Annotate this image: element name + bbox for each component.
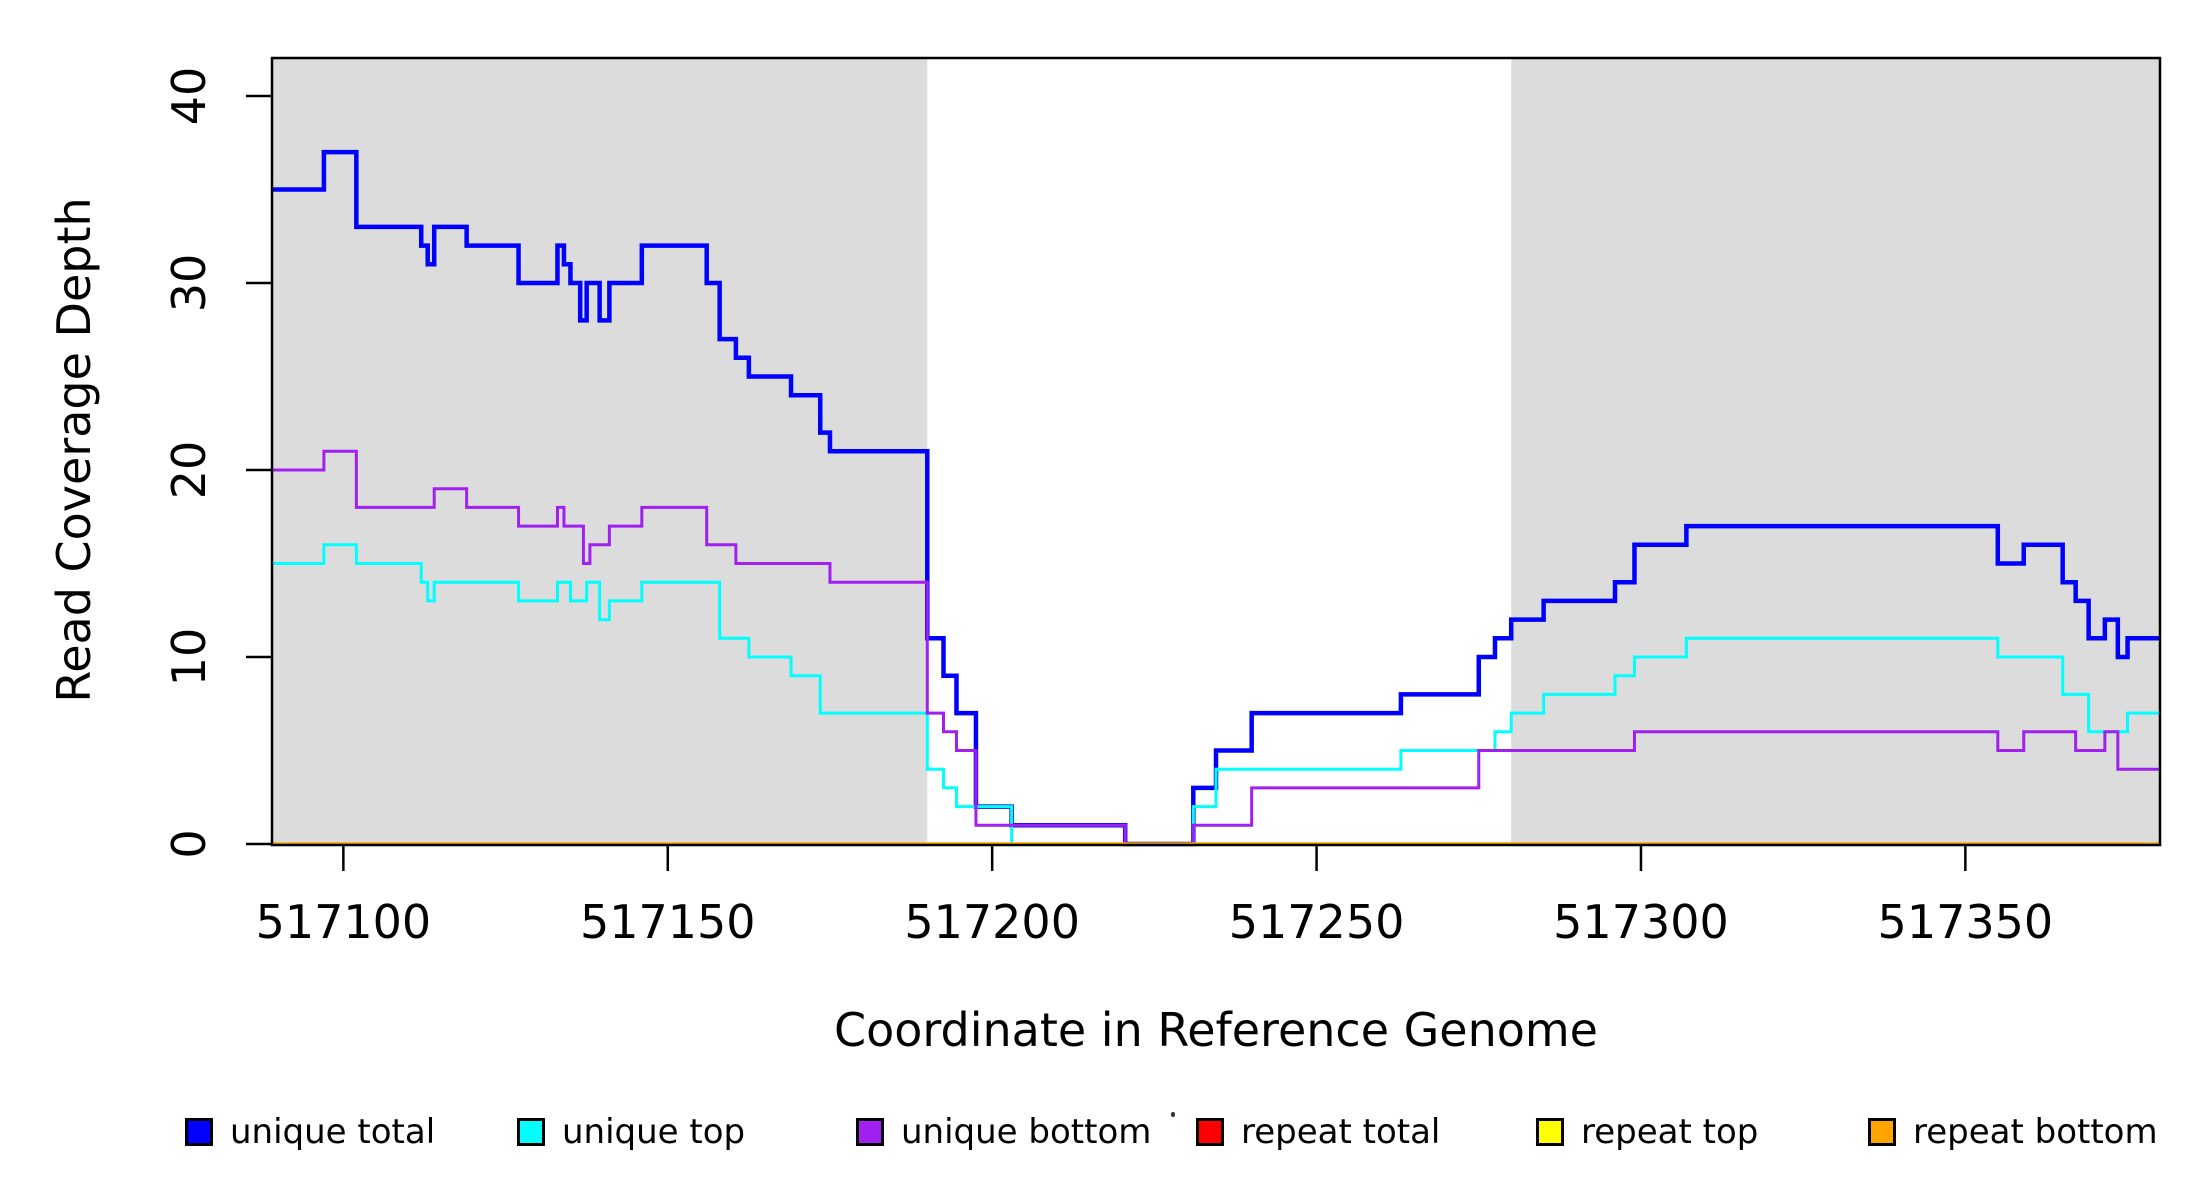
y-tick-label: 0 [162, 829, 216, 858]
legend-item-repeat-bottom: repeat bottom [1868, 1112, 2158, 1152]
legend-swatch-repeat-top [1536, 1118, 1564, 1146]
legend-swatch-repeat-bottom [1868, 1118, 1896, 1146]
stray-dot-artifact [1171, 1112, 1175, 1117]
legend-swatch-unique-total [185, 1118, 213, 1146]
legend-item-unique-total: unique total [185, 1112, 435, 1152]
x-tick-label: 517350 [1878, 895, 2054, 949]
x-tick-label: 517200 [904, 895, 1080, 949]
x-tick-label: 517100 [256, 895, 432, 949]
shaded-region [1511, 58, 2160, 845]
legend-swatch-unique-top [517, 1118, 545, 1146]
series-unique-top [272, 543, 2160, 846]
x-tick-label: 517300 [1553, 895, 1729, 949]
legend-item-repeat-total: repeat total [1196, 1112, 1440, 1152]
x-tick-label: 517250 [1229, 895, 1405, 949]
series-unique-total [272, 149, 2160, 847]
legend-item-unique-top: unique top [517, 1112, 745, 1152]
legend-label: unique total [230, 1112, 436, 1152]
x-tick-label: 517150 [580, 895, 756, 949]
y-tick-label: 20 [162, 441, 216, 500]
series-unique-bottom [272, 449, 2160, 846]
y-axis-title: Read Coverage Depth [47, 197, 101, 703]
legend-label: repeat bottom [1913, 1112, 2158, 1152]
legend-label: repeat top [1581, 1112, 1759, 1152]
legend-label: unique top [562, 1112, 746, 1152]
legend-swatch-repeat-total [1196, 1118, 1224, 1146]
legend-label: unique bottom [901, 1112, 1152, 1152]
legend-swatch-unique-bottom [856, 1118, 884, 1146]
plot-border [270, 56, 2162, 847]
legend-label: repeat total [1241, 1112, 1441, 1152]
legend: unique total unique top unique bottom repea… [0, 1112, 2200, 1172]
y-tick-label: 10 [162, 628, 216, 687]
y-tick-label: 40 [162, 67, 216, 126]
legend-item-unique-bottom: unique bottom [856, 1112, 1151, 1152]
x-axis-title: Coordinate in Reference Genome [834, 1003, 1598, 1057]
legend-item-repeat-top: repeat top [1536, 1112, 1758, 1152]
y-tick-label: 30 [162, 254, 216, 313]
shaded-region [272, 58, 928, 845]
